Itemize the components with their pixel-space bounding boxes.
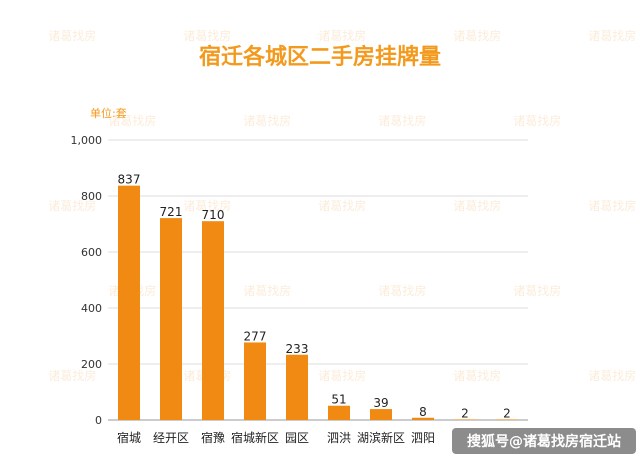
y-tick-label: 800 — [81, 190, 102, 203]
bar-value-label: 233 — [286, 342, 309, 356]
chart-title: 宿迁各城区二手房挂牌量 — [199, 44, 441, 70]
watermark-text: 诸葛找房 — [48, 198, 96, 213]
watermark-text: 诸葛找房 — [243, 113, 291, 128]
x-category-label: 园区 — [285, 431, 309, 445]
bar-value-label: 2 — [461, 406, 469, 420]
x-category-label: 湖滨新区 — [357, 430, 405, 445]
watermark-text: 诸葛找房 — [108, 113, 156, 128]
bar — [454, 419, 476, 420]
bar-series — [118, 185, 518, 420]
watermark-text: 诸葛找房 — [183, 28, 231, 43]
watermark-text: 诸葛找房 — [48, 28, 96, 43]
x-category-label: 宿豫 — [201, 430, 225, 445]
watermark-text: 诸葛找房 — [48, 368, 96, 383]
bar — [496, 419, 518, 420]
bar — [160, 218, 182, 420]
x-category-label: 宿城新区 — [231, 430, 279, 445]
watermark-text: 诸葛找房 — [453, 198, 501, 213]
bar — [328, 405, 350, 420]
watermark-text: 诸葛找房 — [513, 283, 561, 298]
credit-badge: 搜狐号@诸葛找房宿迁站 — [452, 428, 636, 454]
watermark-text: 诸葛找房 — [318, 198, 366, 213]
bar-value-label: 721 — [160, 205, 183, 219]
bar-value-label: 277 — [244, 329, 267, 343]
watermark-text: 诸葛找房 — [453, 28, 501, 43]
watermark-text: 诸葛找房 — [588, 28, 636, 43]
x-category-label: 经开区 — [153, 431, 189, 445]
y-tick-label: 1,000 — [71, 134, 103, 147]
y-axis-ticks: 0 200 400 600 800 1,000 — [71, 134, 103, 427]
watermark-text: 诸葛找房 — [513, 113, 561, 128]
watermark-text: 诸葛找房 — [243, 283, 291, 298]
bar-value-label: 2 — [503, 406, 511, 420]
bar — [118, 185, 140, 420]
y-tick-label: 600 — [81, 246, 102, 259]
bar — [286, 354, 308, 420]
bar-value-label: 39 — [373, 396, 388, 410]
bar-value-label: 837 — [118, 173, 141, 187]
y-tick-label: 200 — [81, 358, 102, 371]
watermark-text: 诸葛找房 — [318, 368, 366, 383]
bar-value-label: 710 — [202, 208, 225, 222]
watermark-text: 诸葛找房 — [183, 198, 231, 213]
bar — [202, 221, 224, 420]
watermark-text: 诸葛找房 — [378, 283, 426, 298]
bar — [244, 342, 266, 420]
credit-background — [452, 428, 636, 454]
x-category-label: 泗阳 — [411, 431, 435, 445]
bar-value-label: 8 — [419, 405, 427, 419]
watermark-text: 诸葛找房 — [588, 368, 636, 383]
bar-value-label: 51 — [331, 393, 346, 407]
watermark-text: 诸葛找房 — [453, 368, 501, 383]
y-tick-label: 0 — [95, 414, 102, 427]
watermark-text: 诸葛找房 — [378, 113, 426, 128]
value-labels: 837 721 710 277 233 51 39 8 2 2 — [118, 173, 511, 421]
watermark-text: 诸葛找房 — [588, 198, 636, 213]
x-category-label: 宿城 — [117, 430, 141, 445]
credit-text: 搜狐号@诸葛找房宿迁站 — [467, 433, 621, 450]
bar — [370, 409, 392, 420]
y-tick-label: 400 — [81, 302, 102, 315]
x-category-label: 泗洪 — [327, 431, 351, 445]
watermark-text: 诸葛找房 — [318, 28, 366, 43]
bar — [412, 417, 434, 420]
unit-label: 单位:套 — [90, 106, 127, 120]
category-labels: 宿城 经开区 宿豫 宿城新区 园区 泗洪 湖滨新区 泗阳 — [117, 430, 435, 445]
